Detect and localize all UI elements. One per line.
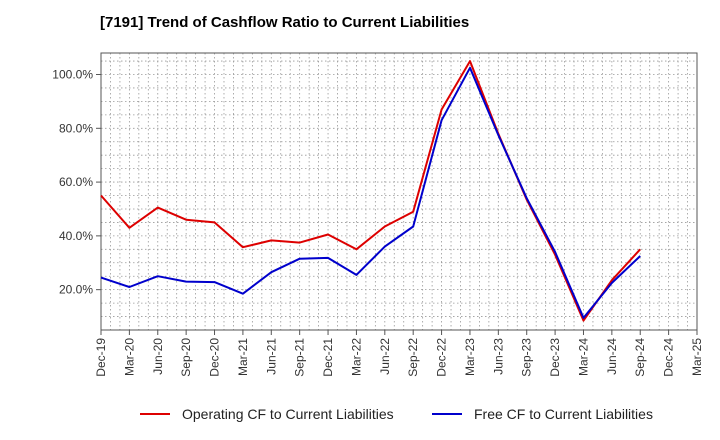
x-tick-label: Jun-24 [605,338,619,375]
x-tick-label: Sep-21 [293,338,307,377]
x-tick-label: Sep-20 [179,338,193,377]
x-tick-label: Dec-19 [94,338,108,377]
y-tick-label: 20.0% [59,283,93,297]
x-tick-label: Dec-24 [662,338,676,377]
x-tick-label: Mar-25 [690,338,704,376]
x-tick-label: Jun-23 [491,338,505,375]
y-axis: 20.0% 40.0% 60.0% 80.0% 100.0% [52,68,101,297]
x-tick-label: Dec-20 [208,338,222,377]
x-tick-label: Mar-23 [463,338,477,376]
x-tick-label: Jun-21 [264,338,278,375]
x-tick-label: Sep-22 [406,338,420,377]
x-tick-label: Mar-20 [122,338,136,376]
series-lines [100,60,641,322]
y-tick-label: 100.0% [52,68,93,82]
x-axis: Dec-19 Mar-20 Jun-20 Sep-20 Dec-20 Mar-21 Jun-… [94,330,704,377]
legend-label: Free CF to Current Liabilities [474,406,653,422]
series-line-2 [100,66,641,319]
x-tick-label: Dec-23 [548,338,562,377]
legend-label: Operating CF to Current Liabilities [182,406,394,422]
x-tick-label: Dec-22 [435,338,449,377]
y-tick-label: 60.0% [59,175,93,189]
series-line-1 [100,60,641,322]
x-tick-label: Mar-24 [576,338,590,376]
x-tick-label: Jun-20 [151,338,165,375]
grid [101,53,697,330]
x-tick-label: Dec-21 [321,338,335,377]
x-tick-label: Mar-22 [349,338,363,376]
x-tick-label: Sep-23 [520,338,534,377]
x-tick-label: Mar-21 [236,338,250,376]
legend: Operating CF to Current Liabilities Free … [140,406,653,422]
plot-area [100,52,698,331]
y-tick-label: 80.0% [59,121,93,135]
y-tick-label: 40.0% [59,229,93,243]
chart-title: [7191] Trend of Cashflow Ratio to Curren… [100,14,470,31]
x-tick-label: Sep-24 [633,338,647,377]
x-tick-label: Jun-22 [378,338,392,375]
